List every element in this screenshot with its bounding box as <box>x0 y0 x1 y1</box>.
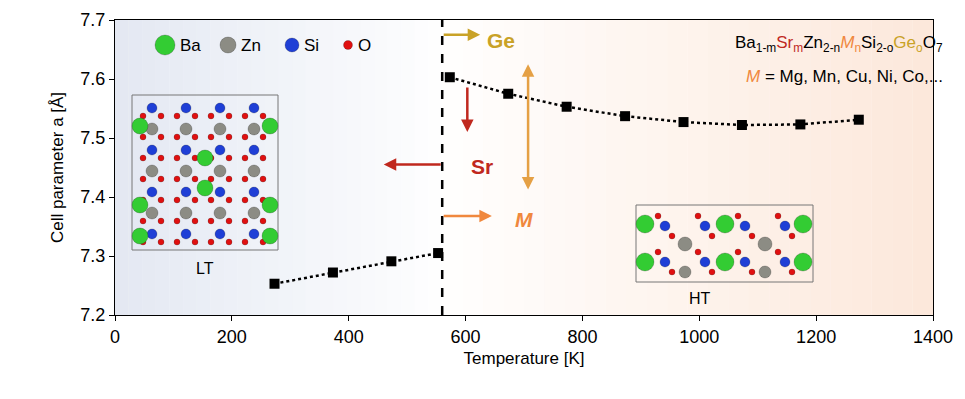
svg-text:0: 0 <box>110 327 120 347</box>
svg-text:200: 200 <box>217 327 247 347</box>
svg-text:600: 600 <box>451 327 481 347</box>
svg-text:O: O <box>358 36 371 55</box>
svg-text:Ba: Ba <box>180 36 201 55</box>
svg-text:1000: 1000 <box>679 327 719 347</box>
svg-text:1200: 1200 <box>796 327 836 347</box>
svg-text:Ba​1-m​Sr​m​Zn​2-n​M​n​Si​2-o​: Ba​1-m​Sr​m​Zn​2-n​M​n​Si​2-o​Ge​o​O​7​ <box>735 33 943 55</box>
svg-text:7.2: 7.2 <box>80 305 105 325</box>
svg-text:800: 800 <box>567 327 597 347</box>
svg-text:400: 400 <box>334 327 364 347</box>
svg-text:7.3: 7.3 <box>80 246 105 266</box>
svg-text:7.4: 7.4 <box>80 187 105 207</box>
svg-text:M = Mg, Mn, Cu, Ni, Co,...: M = Mg, Mn, Cu, Ni, Co,... <box>746 67 943 86</box>
svg-text:1400: 1400 <box>913 327 953 347</box>
svg-text:LT: LT <box>196 260 214 277</box>
svg-text:HT: HT <box>689 290 711 307</box>
svg-text:7.7: 7.7 <box>80 10 105 30</box>
svg-text:7.6: 7.6 <box>80 69 105 89</box>
svg-text:Sr: Sr <box>471 155 493 178</box>
svg-text:Temperature [K]: Temperature [K] <box>464 349 585 368</box>
svg-text:Ge: Ge <box>487 29 515 52</box>
svg-text:M: M <box>515 208 533 231</box>
svg-text:Cell parameter a [Å]: Cell parameter a [Å] <box>48 92 67 243</box>
svg-text:Si: Si <box>304 36 319 55</box>
svg-text:7.5: 7.5 <box>80 128 105 148</box>
svg-text:Zn: Zn <box>241 36 261 55</box>
